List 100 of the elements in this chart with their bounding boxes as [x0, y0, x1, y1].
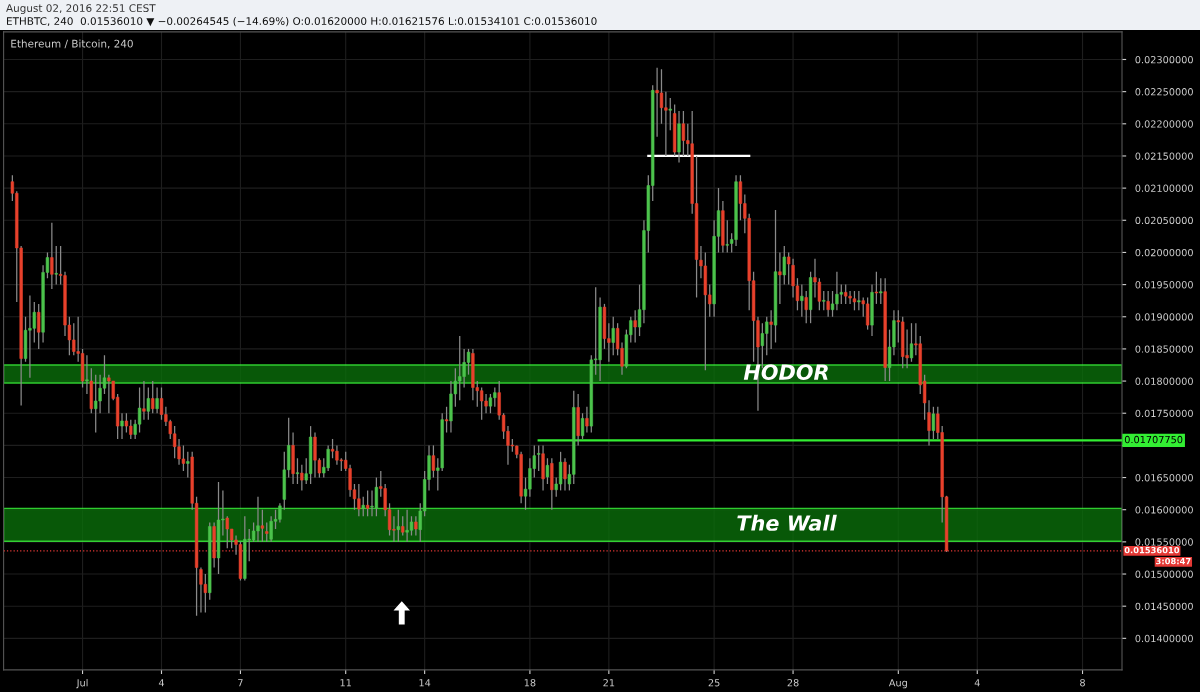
y-tick-label: 0.02300000 [1135, 55, 1193, 64]
candlestick [725, 219, 729, 254]
candlestick [335, 444, 339, 466]
x-tick-label: 4 [974, 679, 980, 687]
x-tick-label: 11 [340, 679, 351, 687]
x-tick-label: Jul [76, 678, 88, 689]
candlestick [370, 489, 374, 517]
candlestick [98, 374, 102, 414]
y-tick-label: 0.01450000 [1135, 602, 1193, 611]
candlestick [738, 174, 743, 221]
x-tick-label: 8 [1080, 679, 1085, 687]
y-tick-label: 0.01650000 [1135, 474, 1193, 482]
y-tick-label: 0.02100000 [1135, 184, 1193, 192]
candlestick [444, 406, 449, 434]
candlestick [124, 412, 129, 434]
candlestick [769, 309, 773, 350]
annotation: HODOR [743, 364, 828, 381]
candlestick [300, 464, 304, 492]
y-tick-label: 0.01600000 [1135, 506, 1193, 514]
candlestick [414, 515, 418, 537]
candlestick [844, 283, 848, 305]
candlestick [365, 489, 370, 517]
candlestick [431, 444, 436, 479]
candlestick [295, 457, 300, 485]
candlestick [313, 431, 317, 479]
candlestick [857, 290, 861, 311]
candlestick [537, 444, 541, 472]
candlestick [668, 97, 672, 131]
candlestick [85, 354, 89, 395]
candlestick [54, 245, 58, 286]
x-tick-label: 18 [524, 679, 536, 687]
x-tick-label: 21 [603, 679, 615, 687]
candlestick [374, 476, 379, 517]
y-tick-label: 0.02050000 [1135, 216, 1193, 225]
y-tick-label: 0.01950000 [1135, 281, 1193, 289]
candlestick [186, 451, 190, 479]
candlestick [804, 290, 808, 324]
candlestick [278, 502, 282, 524]
y-tick-label: 0.02150000 [1135, 152, 1193, 160]
y-tick-label: 0.01900000 [1135, 313, 1193, 321]
y-tick-label: 0.01850000 [1135, 345, 1193, 353]
candlestick [791, 258, 795, 299]
y-tick-label: 0.01400000 [1135, 634, 1193, 643]
candlestick [865, 296, 870, 331]
candlestick [484, 393, 488, 414]
candlestick [155, 386, 159, 414]
candlestick [633, 309, 637, 344]
candlestick [326, 444, 330, 472]
x-tick-label: 28 [787, 679, 799, 687]
y-tick-label: 0.01500000 [1135, 570, 1193, 578]
candlestick [396, 509, 400, 543]
candlestick [94, 374, 98, 434]
candlestick [852, 290, 857, 311]
y-tick-label: 0.01800000 [1135, 377, 1193, 385]
x-tick-label: 14 [419, 679, 431, 687]
candlestick [265, 521, 269, 543]
candlestick [528, 457, 532, 498]
chart-subtitle: ETHBTC, 240 0.01536010 ▼ −0.00264545 (−14.69%) O:0.01620000 H:0.01621576 L:0.01534101 C:0.01536010 [7, 16, 597, 27]
candlestick [558, 451, 563, 492]
candlestick [563, 457, 567, 492]
candlestick [256, 496, 260, 543]
annotation: The Wall [737, 514, 837, 531]
x-tick-label: 7 [238, 679, 243, 687]
candlestick [835, 271, 839, 311]
candlestick [585, 406, 589, 434]
candlestick [655, 67, 659, 138]
candlestick [800, 283, 804, 318]
candlestick [488, 393, 493, 414]
candlestick [142, 380, 146, 421]
y-tick-label: 0.02250000 [1135, 88, 1193, 96]
candlestick [361, 496, 365, 517]
candlestick [348, 464, 352, 498]
candlestick [826, 290, 830, 318]
candlestick [151, 380, 155, 414]
candlestick [50, 222, 54, 290]
candlestick [931, 406, 936, 440]
ref-line-label: 0.01536010 [1124, 546, 1180, 554]
candlestick [681, 110, 686, 157]
x-tick-label: 25 [708, 679, 720, 687]
candlestick [120, 412, 124, 440]
x-tick-label: 4 [158, 679, 165, 687]
candlestick [405, 509, 409, 543]
candlestick [848, 290, 852, 305]
y-tick-label: 0.01550000 [1135, 538, 1193, 546]
candlestick [778, 251, 782, 305]
text: August 02, 2016 22:51 CEST [6, 4, 156, 15]
candlestick [813, 258, 817, 299]
candlestick [879, 277, 883, 305]
y-tick-label: 0.01750000 [1135, 409, 1193, 418]
candlestick [545, 457, 550, 485]
y-tick-label: 0.02200000 [1135, 120, 1193, 128]
candlestick [107, 374, 111, 414]
candlestick [37, 303, 41, 350]
text: 3:08:47 [1156, 557, 1191, 565]
text: Ethereum / Bitcoin, 240 [11, 39, 133, 49]
candlestick [28, 294, 32, 379]
candlestick [260, 509, 265, 543]
series-label: 0.01707750 [1124, 435, 1183, 444]
y-tick-label: 0.02000000 [1135, 248, 1193, 257]
x-tick-label: Aug [888, 679, 907, 689]
